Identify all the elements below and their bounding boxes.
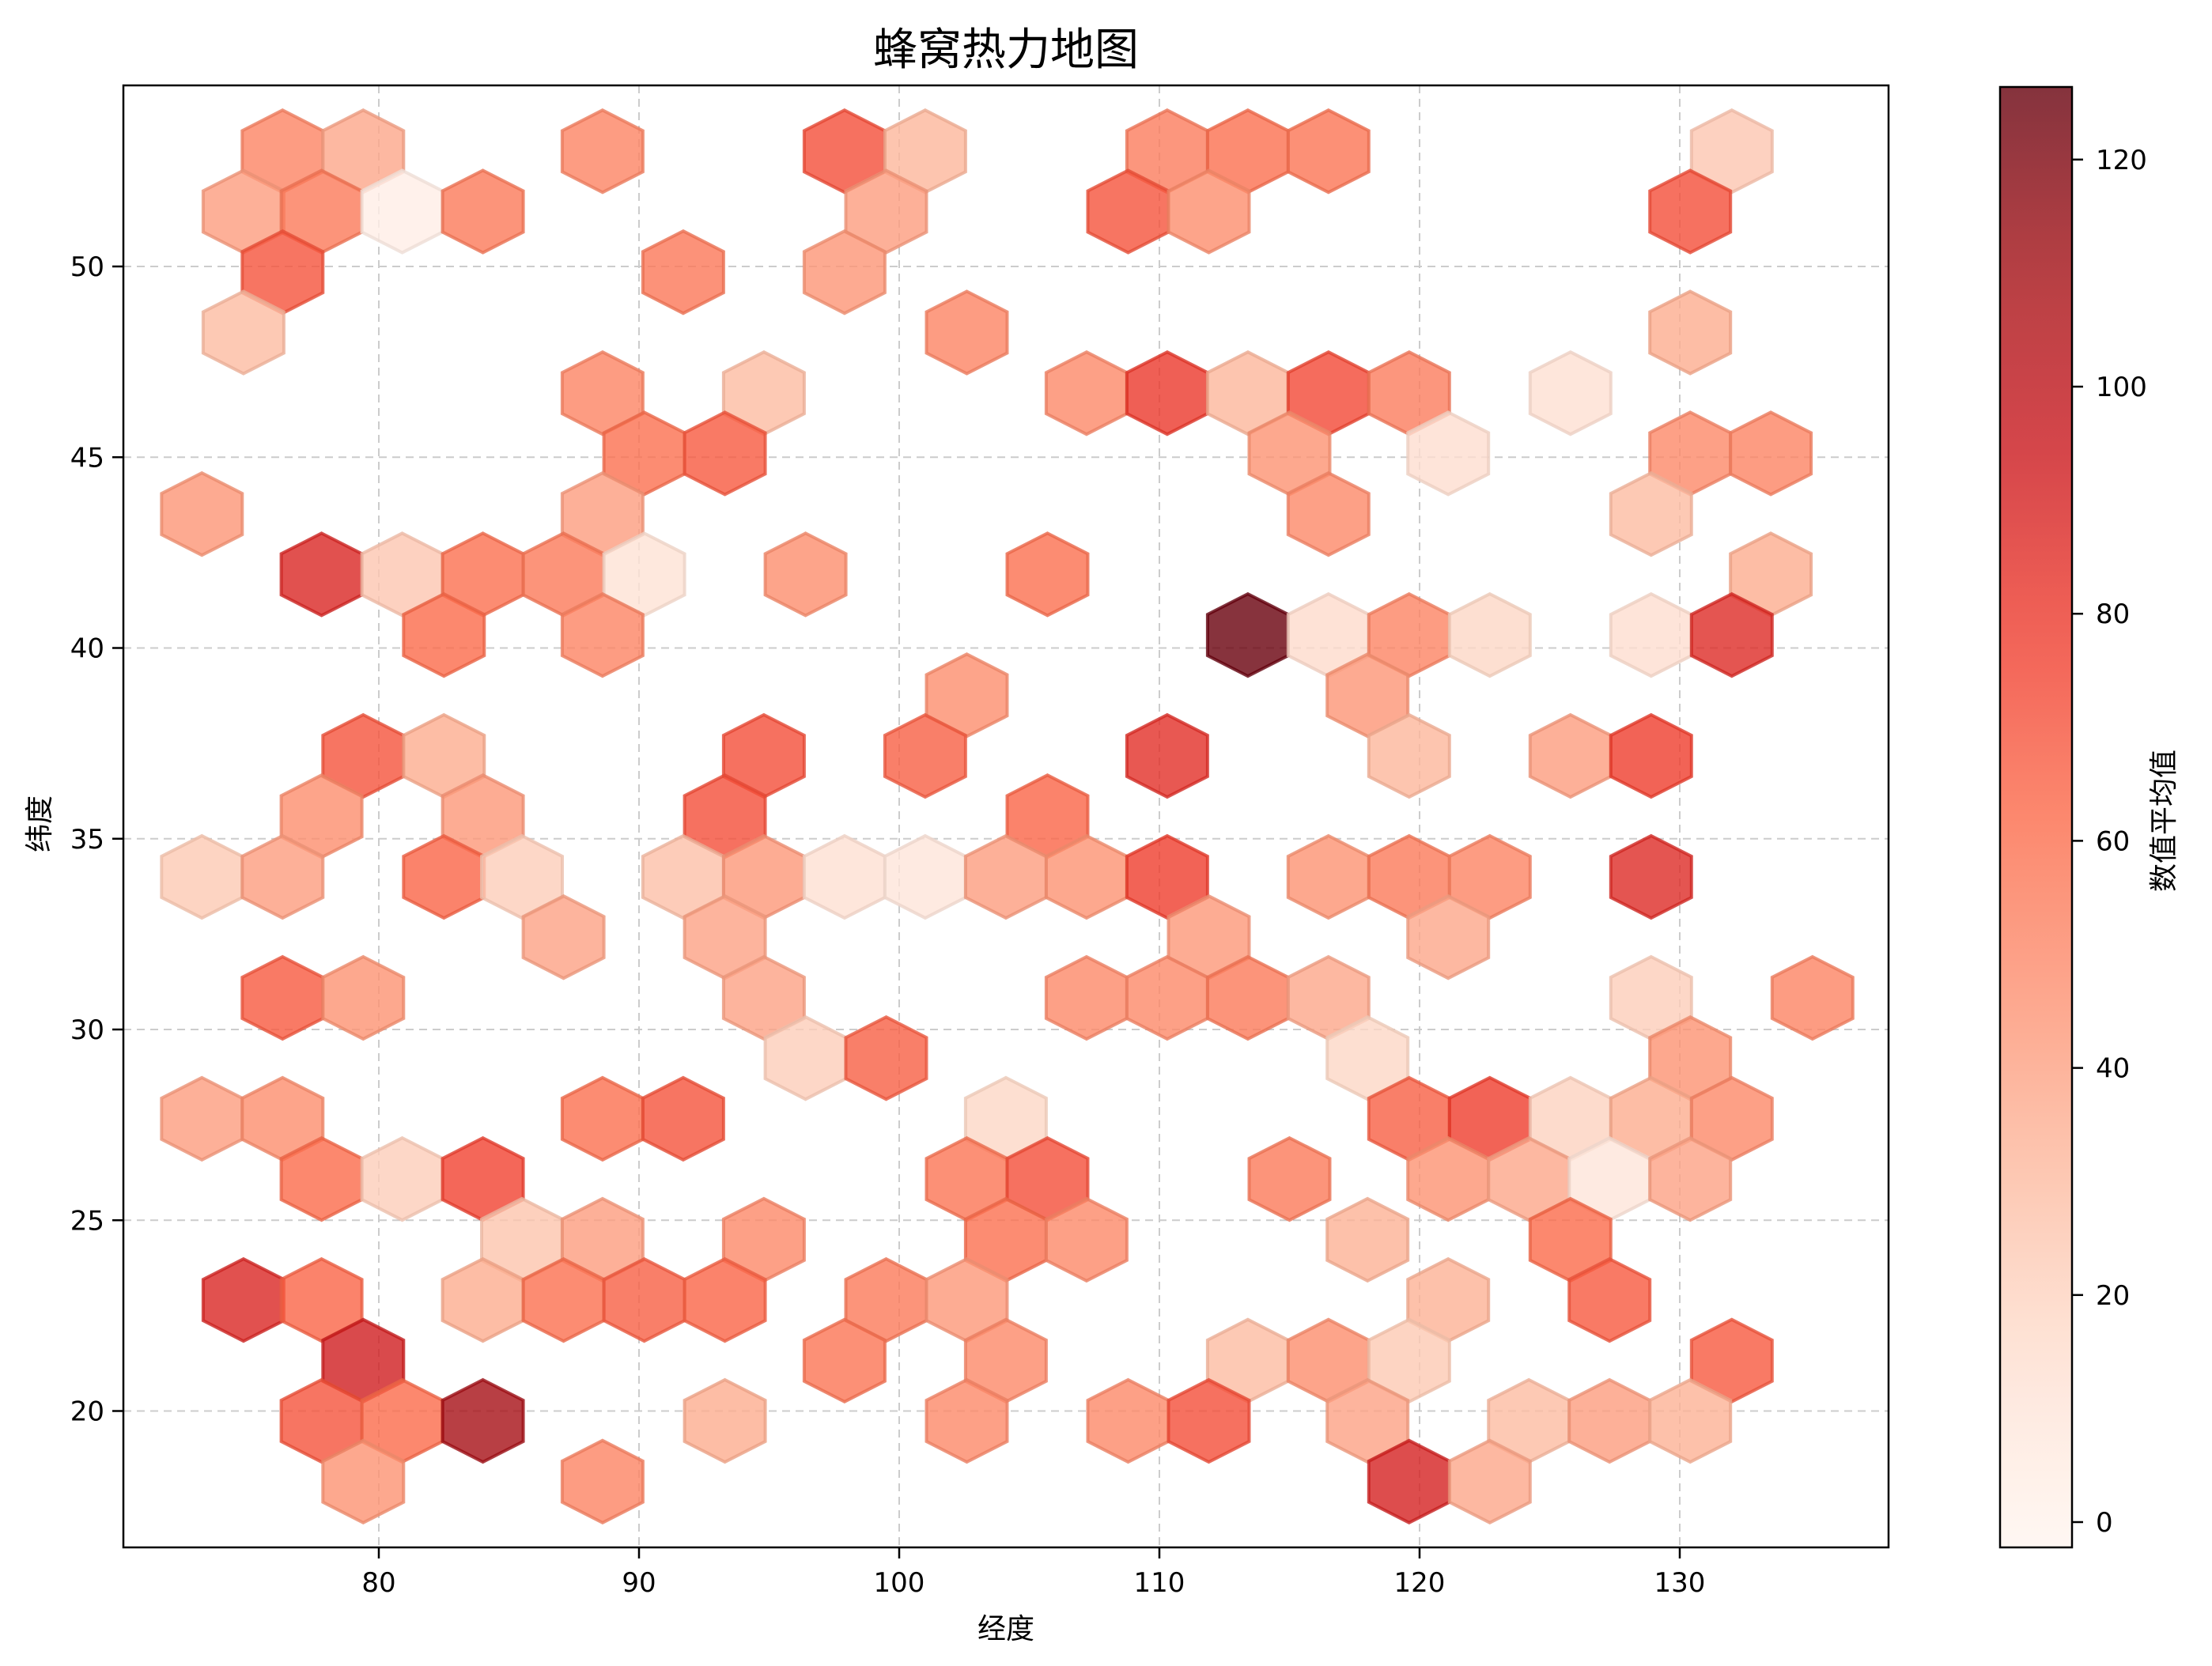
hex-cell <box>160 470 244 557</box>
hex-cell <box>360 1135 444 1222</box>
hex-cell <box>441 1377 525 1464</box>
hex-cell <box>925 1377 1009 1464</box>
colorbar-ticks: 0 20 40 60 80 100 120 <box>2072 145 2147 1539</box>
y-axis-ticks: 20 25 30 35 40 45 50 <box>70 251 123 1428</box>
hex-cell <box>1648 1135 1733 1222</box>
x-tick-label: 120 <box>1394 1567 1446 1599</box>
hex-cell <box>560 1075 645 1162</box>
hex-cell <box>1205 591 1290 678</box>
hex-cell <box>279 531 364 618</box>
hex-cell <box>1689 591 1774 678</box>
y-tick-label: 40 <box>70 633 104 665</box>
hex-cell <box>1648 168 1733 255</box>
hex-cell <box>1609 712 1693 799</box>
hex-cell <box>560 591 645 678</box>
hex-cell <box>1770 954 1855 1041</box>
hex-cell <box>883 833 967 920</box>
hex-cell <box>240 833 325 920</box>
colorbar-tick-label: 60 <box>2096 825 2130 857</box>
hex-cell <box>1406 410 1491 497</box>
hex-cell <box>1567 1377 1652 1464</box>
hex-cell <box>1086 1377 1170 1464</box>
hex-cell <box>1125 349 1209 436</box>
hex-cell <box>1447 1438 1532 1525</box>
hex-cell <box>683 410 767 497</box>
hex-cell <box>1166 1377 1251 1464</box>
hex-cell <box>802 229 887 315</box>
hex-cell <box>641 229 725 315</box>
x-axis-label: 经度 <box>977 1613 1034 1645</box>
colorbar-tick-label: 0 <box>2096 1507 2113 1539</box>
hex-cell <box>641 1075 725 1162</box>
hex-cell <box>441 168 525 255</box>
hex-cell <box>1528 712 1613 799</box>
x-tick-label: 130 <box>1654 1567 1706 1599</box>
x-tick-label: 90 <box>622 1567 656 1599</box>
hex-cell <box>1325 1196 1410 1283</box>
hex-cell <box>1367 712 1451 799</box>
hex-cell <box>1286 108 1371 195</box>
colorbar-tick-label: 80 <box>2096 599 2130 630</box>
y-tick-label: 35 <box>70 824 104 856</box>
x-axis-ticks: 80 90 100 110 120 130 <box>361 1547 1705 1599</box>
hex-cell <box>1044 954 1129 1041</box>
hex-cell <box>1729 410 1813 497</box>
colorbar-label: 数值平均值 <box>2148 750 2180 892</box>
x-tick-label: 100 <box>874 1567 925 1599</box>
colorbar-tick-label: 20 <box>2096 1280 2130 1312</box>
hex-cell <box>160 833 244 920</box>
hex-cell <box>1286 833 1371 920</box>
chart-title: 蜂窝热力地图 <box>873 25 1139 76</box>
hex-cell <box>763 531 848 618</box>
hex-cell <box>925 289 1009 376</box>
hex-cell <box>1567 1256 1652 1343</box>
hex-cell <box>1609 470 1693 557</box>
hex-cells <box>160 108 1855 1525</box>
hex-cell <box>883 712 967 799</box>
y-tick-label: 30 <box>70 1014 104 1046</box>
hex-cell <box>1648 1377 1733 1464</box>
colorbar-tick-label: 40 <box>2096 1053 2130 1085</box>
hex-cell <box>560 108 645 195</box>
hex-cell <box>802 1317 887 1404</box>
hex-cell <box>683 1256 767 1343</box>
colorbar-tick-label: 100 <box>2096 372 2147 403</box>
hex-cell <box>201 289 285 376</box>
x-tick-label: 80 <box>361 1567 395 1599</box>
hex-cell <box>802 833 887 920</box>
hex-cell <box>1406 893 1491 980</box>
hex-cell <box>402 591 486 678</box>
hex-cell <box>160 1075 244 1162</box>
plot-frame <box>122 84 1890 1549</box>
hex-cell <box>1005 531 1090 618</box>
y-tick-label: 45 <box>70 442 104 474</box>
hex-cell <box>1044 349 1129 436</box>
hex-cell <box>1125 712 1209 799</box>
hex-cell <box>1447 591 1532 678</box>
hex-cell <box>321 954 406 1041</box>
hex-cell <box>240 954 325 1041</box>
hex-cell <box>201 1256 285 1343</box>
y-tick-label: 20 <box>70 1396 104 1428</box>
hex-cell <box>1166 168 1251 255</box>
hex-cell <box>1528 349 1613 436</box>
hex-cell <box>560 1438 645 1525</box>
colorbar-tick-label: 120 <box>2096 145 2147 176</box>
hex-cell <box>683 1377 767 1464</box>
y-axis-label: 纬度 <box>24 795 56 852</box>
hex-cell <box>1648 289 1733 376</box>
hex-cell <box>521 893 606 980</box>
hex-cell <box>1609 833 1693 920</box>
colorbar <box>1998 85 2074 1549</box>
hex-cell <box>1247 1135 1332 1222</box>
hex-cell <box>1044 1196 1129 1283</box>
x-tick-label: 110 <box>1134 1567 1185 1599</box>
hex-cell <box>844 1014 928 1101</box>
hex-cell <box>321 1438 406 1525</box>
y-tick-label: 25 <box>70 1205 104 1237</box>
hex-cell <box>1286 470 1371 557</box>
y-tick-label: 50 <box>70 251 104 283</box>
